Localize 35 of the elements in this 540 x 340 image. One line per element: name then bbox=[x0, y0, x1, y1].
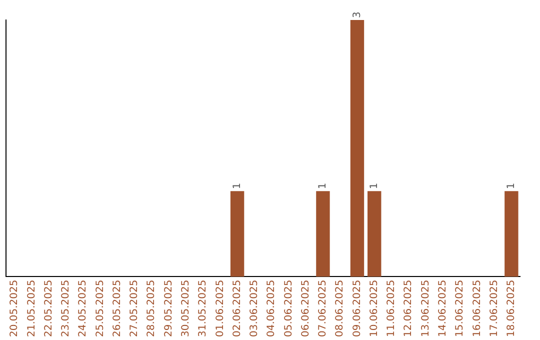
x-tick-label: 30.05.2025 bbox=[180, 280, 192, 338]
x-tick-label: 06.06.2025 bbox=[300, 280, 312, 338]
x-tick-label: 18.06.2025 bbox=[506, 280, 518, 338]
x-tick-label: 02.06.2025 bbox=[232, 280, 243, 338]
x-tick-label: 27.05.2025 bbox=[129, 280, 140, 338]
data-label: 1 bbox=[506, 182, 518, 190]
x-tick-label: 15.06.2025 bbox=[454, 280, 466, 338]
x-tick-label: 04.06.2025 bbox=[266, 280, 278, 338]
x-tick-label: 26.05.2025 bbox=[112, 280, 123, 338]
x-tick-label: 21.05.2025 bbox=[26, 280, 38, 338]
x-tick-label: 12.06.2025 bbox=[403, 280, 414, 338]
x-tick-label: 01.06.2025 bbox=[214, 280, 226, 338]
x-tick-label: 07.06.2025 bbox=[318, 280, 329, 338]
x-tick-label: 24.05.2025 bbox=[78, 280, 89, 338]
data-label: 1 bbox=[232, 182, 243, 190]
data-label: 3 bbox=[352, 12, 363, 18]
x-tick-label: 25.05.2025 bbox=[94, 280, 106, 338]
x-tick-label: 03.06.2025 bbox=[249, 280, 260, 338]
x-tick-label: 29.05.2025 bbox=[163, 280, 174, 338]
x-tick-label: 10.06.2025 bbox=[368, 280, 380, 338]
x-tick-label: 28.05.2025 bbox=[146, 280, 158, 338]
x-tick-label: 17.06.2025 bbox=[488, 280, 500, 338]
x-tick-label: 11.06.2025 bbox=[386, 280, 398, 338]
data-label: 1 bbox=[318, 182, 329, 190]
x-tick-label: 31.05.2025 bbox=[198, 280, 209, 338]
x-tick-label: 20.05.2025 bbox=[9, 280, 20, 338]
x-tick-label: 09.06.2025 bbox=[352, 280, 363, 338]
x-tick-label: 23.05.2025 bbox=[60, 280, 72, 338]
x-tick-label: 05.06.2025 bbox=[283, 280, 294, 338]
x-tick-label: 16.06.2025 bbox=[472, 280, 483, 338]
x-tick-label: 22.05.2025 bbox=[43, 280, 54, 338]
data-label: 1 bbox=[368, 182, 380, 190]
x-tick-label: 13.06.2025 bbox=[420, 280, 432, 338]
x-tick-label: 14.06.2025 bbox=[437, 280, 448, 338]
x-tick-label: 08.06.2025 bbox=[334, 280, 346, 338]
